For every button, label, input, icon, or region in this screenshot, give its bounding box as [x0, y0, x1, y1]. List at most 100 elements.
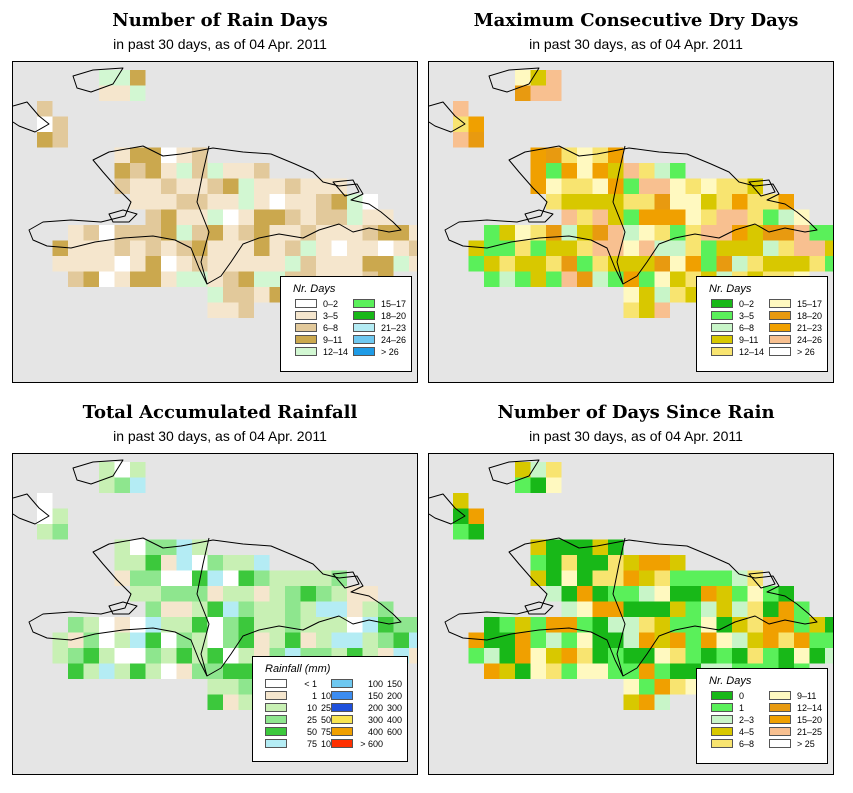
legend-item: 6–8: [295, 323, 338, 334]
grid-cell: [83, 663, 99, 679]
grid-cell: [623, 679, 639, 695]
map-area: [12, 61, 418, 383]
grid-cell: [530, 663, 546, 679]
grid-cell: [670, 586, 686, 602]
grid-cell: [269, 617, 285, 633]
grid-cell: [825, 617, 833, 633]
grid-cell: [254, 617, 270, 633]
grid-cell: [207, 209, 223, 225]
grid-cell: [639, 632, 655, 648]
grid-cell: [238, 570, 254, 586]
legend-range-high: 200: [387, 691, 403, 701]
grid-cell: [654, 601, 670, 617]
grid-cell: [763, 601, 779, 617]
grid-cell: [546, 225, 562, 241]
legend-swatch: [295, 335, 317, 344]
grid-cell: [238, 663, 254, 679]
grid-cell: [716, 240, 732, 256]
legend-range-low: 50: [306, 727, 317, 737]
grid-cell: [608, 271, 624, 287]
legend-item: 3–5: [711, 311, 754, 322]
grid-cell: [701, 586, 717, 602]
grid-cell: [362, 632, 378, 648]
grid-cell: [716, 256, 732, 272]
grid-cell: [37, 101, 53, 117]
grid-cell: [52, 524, 68, 540]
grid-cell: [623, 209, 639, 225]
legend-range-low: 150: [367, 691, 383, 701]
grid-cell: [254, 601, 270, 617]
grid-cell: [716, 178, 732, 194]
grid-cell: [223, 271, 239, 287]
grid-cell: [114, 256, 130, 272]
grid-cell: [37, 132, 53, 148]
legend-label: 2–3: [739, 715, 755, 725]
grid-cell: [176, 663, 192, 679]
grid-cell: [316, 225, 332, 241]
grid-cell: [546, 663, 562, 679]
grid-cell: [623, 256, 639, 272]
grid-cell: [546, 570, 562, 586]
grid-cell: [347, 225, 363, 241]
grid-cell: [285, 256, 301, 272]
grid-cell: [732, 648, 748, 664]
grid-cell: [608, 163, 624, 179]
map-grid: [13, 459, 417, 710]
grid-cell: [577, 570, 593, 586]
grid-cell: [561, 147, 577, 163]
legend-range-low: 10: [306, 703, 317, 713]
grid-cell: [623, 302, 639, 318]
grid-cell: [515, 477, 531, 493]
grid-cell: [316, 194, 332, 210]
grid-cell: [778, 617, 794, 633]
grid-cell: [207, 225, 223, 241]
grid-cell: [68, 256, 84, 272]
grid-cell: [654, 163, 670, 179]
legend-swatch: [711, 299, 733, 308]
grid-cell: [223, 163, 239, 179]
grid-cell: [453, 101, 469, 117]
grid-cell: [362, 601, 378, 617]
legend-range-high: 50: [321, 715, 332, 725]
grid-cell: [623, 555, 639, 571]
grid-cell: [530, 570, 546, 586]
grid-cell: [468, 632, 484, 648]
coastline: [524, 209, 554, 223]
grid-cell: [778, 632, 794, 648]
grid-cell: [592, 225, 608, 241]
grid-cell: [378, 617, 394, 633]
grid-cell: [347, 617, 363, 633]
grid-cell: [347, 209, 363, 225]
coastline: [332, 179, 360, 197]
grid-cell: [269, 632, 285, 648]
grid-cell: [130, 586, 146, 602]
grid-cell: [546, 147, 562, 163]
grid-cell: [238, 271, 254, 287]
legend-item: > 26: [769, 347, 815, 358]
grid-cell: [223, 555, 239, 571]
grid-cell: [670, 570, 686, 586]
grid-cell: [592, 147, 608, 163]
grid-cell: [639, 178, 655, 194]
grid-cell: [639, 601, 655, 617]
grid-cell: [623, 240, 639, 256]
grid-cell: [207, 287, 223, 303]
grid-cell: [130, 539, 146, 555]
grid-cell: [670, 209, 686, 225]
grid-cell: [561, 648, 577, 664]
grid-cell: [561, 617, 577, 633]
grid-cell: [701, 648, 717, 664]
grid-cell: [794, 632, 810, 648]
grid-cell: [130, 617, 146, 633]
grid-cell: [331, 601, 347, 617]
grid-cell: [608, 194, 624, 210]
grid-cell: [99, 85, 115, 101]
legend-item: 25 50: [265, 715, 331, 726]
grid-cell: [99, 256, 115, 272]
grid-cell: [114, 163, 130, 179]
grid-cell: [207, 586, 223, 602]
grid-cell: [639, 271, 655, 287]
legend-label: 24–26: [381, 335, 407, 345]
grid-cell: [468, 132, 484, 148]
grid-cell: [778, 240, 794, 256]
